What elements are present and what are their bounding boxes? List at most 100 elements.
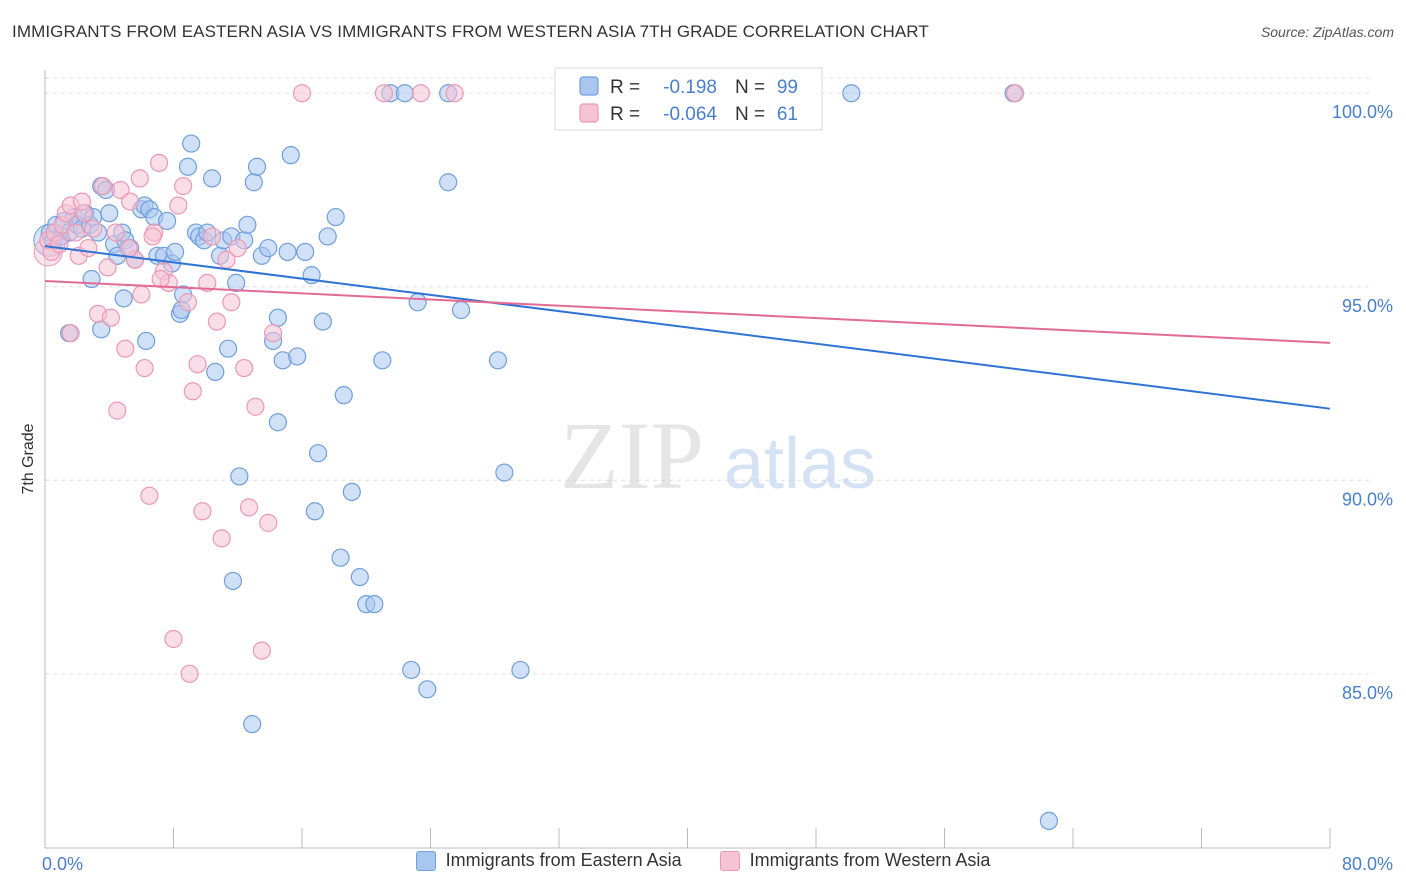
stats-r-label: R = — [610, 77, 640, 98]
legend-item-western-asia[interactable]: Immigrants from Western Asia — [719, 850, 991, 871]
point-western-asia — [193, 502, 212, 521]
point-eastern-asia — [439, 173, 458, 192]
point-eastern-asia — [230, 467, 249, 486]
y-tick-label: 90.0% — [1342, 489, 1393, 509]
point-eastern-asia — [296, 242, 315, 262]
point-western-asia — [111, 180, 130, 200]
point-eastern-asia — [313, 312, 332, 331]
point-western-asia — [79, 238, 98, 258]
point-western-asia — [130, 169, 149, 188]
point-western-asia — [149, 153, 169, 172]
point-eastern-asia — [243, 715, 262, 734]
y-tick-label: 85.0% — [1342, 683, 1393, 703]
point-western-asia — [108, 401, 127, 420]
point-western-asia — [180, 664, 199, 683]
legend-swatch-blue — [415, 850, 436, 871]
point-eastern-asia — [178, 157, 198, 176]
x-tick-label: 0.0% — [42, 854, 83, 874]
point-western-asia — [119, 238, 138, 258]
point-eastern-asia — [395, 84, 414, 103]
point-western-asia — [93, 177, 112, 196]
point-eastern-asia — [334, 386, 353, 405]
point-western-asia — [151, 269, 170, 289]
point-eastern-asia — [451, 300, 471, 320]
legend-swatch-pink — [719, 850, 740, 871]
point-western-asia — [252, 641, 271, 660]
chart-title: IMMIGRANTS FROM EASTERN ASIA VS IMMIGRAN… — [12, 22, 929, 41]
point-western-asia — [98, 258, 117, 277]
point-eastern-asia — [350, 567, 369, 587]
point-western-asia — [61, 324, 80, 343]
point-eastern-asia — [495, 463, 514, 482]
point-western-asia — [188, 355, 207, 374]
point-western-asia — [178, 293, 198, 312]
point-eastern-asia — [238, 215, 257, 234]
point-eastern-asia — [227, 273, 246, 292]
point-western-asia — [84, 219, 103, 238]
y-tick-label: 100.0% — [1332, 102, 1393, 122]
point-eastern-asia — [137, 331, 156, 351]
point-eastern-asia — [418, 680, 437, 699]
y-axis-label: 7th Grade — [20, 423, 37, 494]
stats-n-label: N = — [735, 77, 765, 98]
stats-r-label: R = — [610, 104, 640, 125]
x-tick-label: 80.0% — [1342, 854, 1393, 874]
point-eastern-asia — [402, 660, 421, 680]
point-eastern-asia — [305, 502, 324, 521]
stats-r-value: -0.198 — [663, 77, 717, 98]
point-western-asia — [116, 339, 135, 358]
point-eastern-asia — [100, 204, 119, 223]
point-western-asia — [1006, 84, 1025, 103]
point-western-asia — [66, 223, 85, 242]
point-western-asia — [135, 358, 154, 378]
stats-swatch — [579, 103, 599, 123]
point-eastern-asia — [373, 351, 392, 370]
point-eastern-asia — [365, 595, 384, 614]
legend-label-western-asia: Immigrants from Western Asia — [749, 850, 991, 870]
stats-n-value: 99 — [777, 77, 798, 98]
point-western-asia — [239, 498, 259, 517]
point-eastern-asia — [488, 351, 508, 370]
point-western-asia — [207, 312, 226, 331]
point-eastern-asia — [157, 211, 177, 231]
point-western-asia — [72, 192, 92, 211]
point-western-asia — [198, 273, 217, 292]
point-western-asia — [235, 358, 254, 378]
point-eastern-asia — [288, 347, 307, 366]
point-western-asia — [174, 177, 193, 196]
point-eastern-asia — [219, 339, 238, 358]
point-western-asia — [222, 293, 241, 312]
point-western-asia — [164, 629, 183, 649]
point-eastern-asia — [318, 227, 337, 246]
point-western-asia — [50, 235, 69, 254]
point-eastern-asia — [326, 207, 345, 227]
point-eastern-asia — [408, 293, 427, 312]
point-western-asia — [374, 84, 394, 103]
point-eastern-asia — [244, 173, 263, 192]
stats-swatch — [579, 76, 599, 96]
stats-box — [554, 67, 823, 131]
point-eastern-asia — [182, 134, 201, 153]
point-western-asia — [169, 196, 188, 215]
point-eastern-asia — [1039, 811, 1059, 831]
legend-label-eastern-asia: Immigrants from Eastern Asia — [445, 850, 682, 870]
point-western-asia — [101, 308, 120, 327]
point-eastern-asia — [259, 238, 278, 258]
point-western-asia — [263, 324, 283, 343]
y-tick-label: 95.0% — [1342, 296, 1393, 316]
point-eastern-asia — [82, 269, 101, 289]
point-western-asia — [292, 84, 312, 103]
point-eastern-asia — [511, 660, 530, 680]
point-western-asia — [183, 382, 202, 401]
point-eastern-asia — [114, 289, 133, 308]
legend: Immigrants from Eastern Asia Immigrants … — [0, 850, 1406, 871]
point-eastern-asia — [278, 242, 297, 262]
point-western-asia — [202, 227, 222, 246]
point-eastern-asia — [268, 308, 288, 327]
stats-n-label: N = — [735, 104, 765, 125]
point-western-asia — [445, 84, 464, 103]
legend-item-eastern-asia[interactable]: Immigrants from Eastern Asia — [415, 850, 682, 871]
watermark-atlas: atlas — [724, 424, 876, 504]
point-eastern-asia — [166, 242, 185, 262]
point-eastern-asia — [202, 169, 222, 188]
